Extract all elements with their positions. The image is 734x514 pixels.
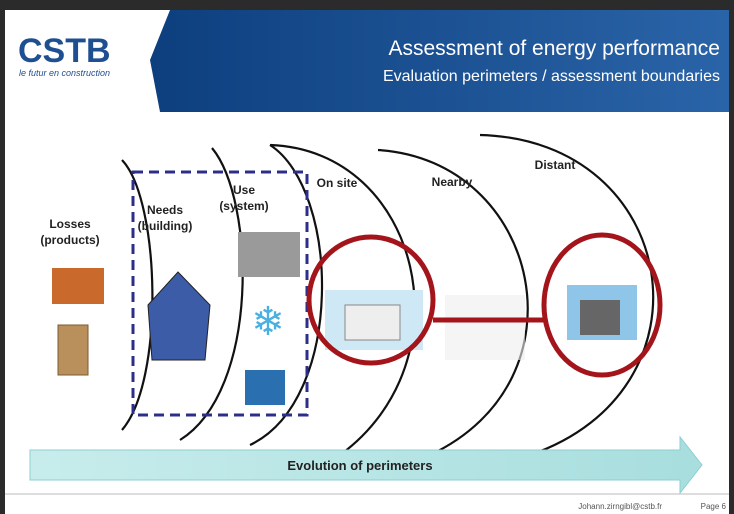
plant [580, 300, 620, 335]
subtitle: Evaluation perimeters / assessment bound… [383, 68, 720, 85]
window-icon [58, 325, 88, 375]
zone-label: (building) [138, 219, 193, 233]
footer-email: Johann.zirngibl@cstb.fr [578, 502, 662, 511]
zone-label: Distant [535, 158, 576, 172]
zone-label: Nearby [432, 175, 473, 189]
zone-label: (system) [219, 199, 268, 213]
logo-tagline: le futur en construction [19, 68, 110, 78]
radiator-icon [238, 232, 300, 277]
zone-label: Needs [147, 203, 183, 217]
title: Assessment of energy performance [389, 37, 721, 60]
logo: CSTB [18, 32, 111, 70]
zone-label: On site [317, 176, 358, 190]
page: {"header": {"logo": "CSTB", "tagline": "… [0, 0, 734, 514]
arrow-label: Evolution of perimeters [287, 458, 432, 473]
site-house [345, 305, 400, 340]
zone-label: (products) [40, 233, 99, 247]
footer-page: Page 6 [701, 502, 727, 511]
snow-icon: ❄ [251, 300, 285, 344]
banner [150, 10, 729, 112]
bulb-icon [245, 370, 285, 405]
nearby-icon [445, 295, 525, 360]
brick-icon [52, 268, 104, 304]
zone-label: Use [233, 183, 255, 197]
slide: CSTB le futur en construction Assessment… [0, 0, 734, 514]
zone-label: Losses [49, 217, 91, 231]
